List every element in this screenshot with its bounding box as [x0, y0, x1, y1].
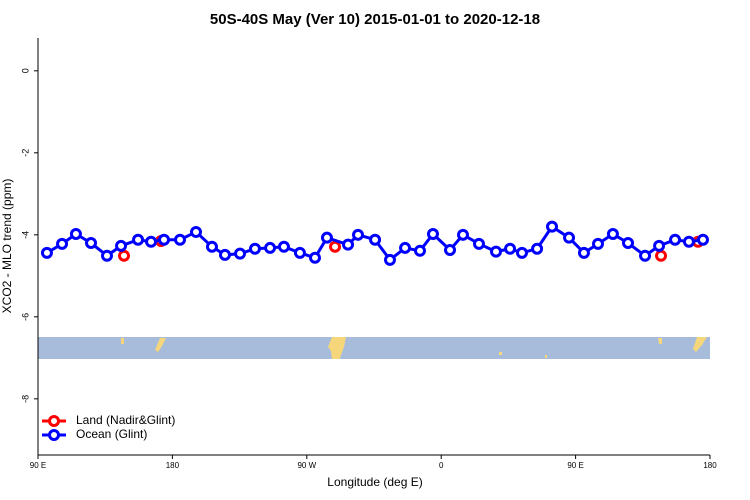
x-tick-label: 180 — [166, 461, 180, 470]
data-point — [118, 249, 131, 262]
data-point — [234, 247, 247, 260]
legend-marker — [48, 415, 60, 427]
data-point — [383, 253, 396, 266]
data-point — [682, 235, 695, 248]
data-point — [158, 233, 171, 246]
data-point — [622, 237, 635, 250]
y-tick-label: -2 — [20, 149, 30, 157]
data-point — [592, 237, 604, 250]
data-point — [342, 238, 355, 251]
data-point — [293, 246, 306, 259]
data-point — [515, 246, 528, 259]
data-point — [413, 244, 426, 257]
y-axis-label: XCO2 - MLO trend (ppm) — [0, 179, 14, 314]
data-point — [369, 233, 382, 246]
y-tick-label: -8 — [20, 395, 30, 403]
data-point — [490, 245, 503, 258]
data-point — [264, 241, 277, 254]
data-point — [277, 240, 290, 253]
data-point — [189, 225, 202, 238]
data-point — [85, 237, 98, 250]
data-point — [100, 249, 113, 262]
map-strip — [38, 337, 710, 359]
data-point — [426, 227, 439, 240]
data-point — [444, 243, 457, 256]
data-point — [309, 251, 322, 264]
data-point — [320, 231, 333, 244]
data-point — [546, 220, 559, 233]
data-point — [563, 231, 576, 244]
data-point — [205, 240, 218, 253]
data-point — [248, 242, 261, 255]
data-point — [696, 233, 709, 246]
data-point — [145, 235, 158, 248]
data-point — [218, 248, 231, 261]
x-axis-label: Longitude (deg E) — [327, 475, 422, 489]
x-tick-label: 90 E — [30, 461, 46, 470]
chart-title: 50S-40S May (Ver 10) 2015-01-01 to 2020-… — [210, 11, 540, 28]
data-point — [56, 237, 69, 250]
data-point — [69, 227, 82, 240]
legend-marker — [48, 429, 60, 441]
data-point — [132, 233, 145, 246]
data-point — [399, 241, 412, 254]
data-point — [655, 249, 668, 262]
data-point — [504, 242, 517, 255]
x-tick-label: 90 E — [567, 461, 583, 470]
data-point — [531, 242, 544, 255]
data-point — [472, 237, 485, 250]
x-tick-label: 180 — [703, 461, 717, 470]
legend-label: Land (Nadir&Glint) — [76, 413, 175, 427]
data-point — [639, 249, 652, 262]
x-tick-label: 0 — [439, 461, 444, 470]
data-point — [329, 240, 342, 253]
data-point — [606, 227, 619, 240]
data-point — [577, 246, 590, 259]
data-point — [40, 246, 53, 259]
y-tick-label: 0 — [20, 68, 30, 73]
data-point — [653, 239, 666, 252]
y-tick-label: -6 — [20, 313, 30, 321]
data-point — [669, 233, 682, 246]
data-point — [174, 233, 187, 246]
data-point — [115, 239, 128, 252]
x-tick-label: 90 W — [297, 461, 316, 470]
y-tick-label: -4 — [20, 231, 30, 239]
data-point — [457, 228, 470, 241]
data-point — [352, 228, 365, 241]
legend-label: Ocean (Glint) — [76, 427, 147, 441]
